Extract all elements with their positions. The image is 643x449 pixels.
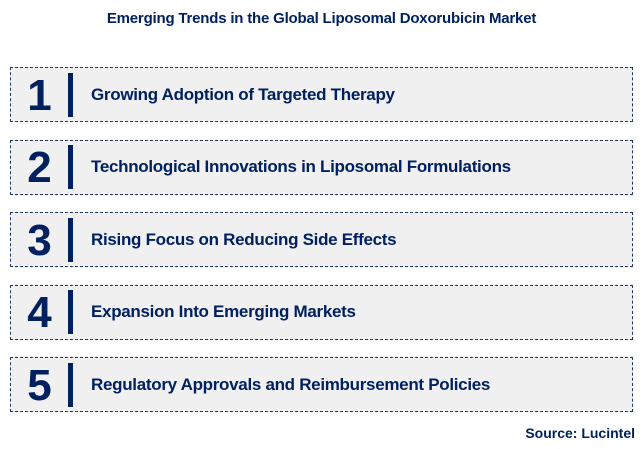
- trend-label: Growing Adoption of Targeted Therapy: [91, 84, 395, 104]
- divider-bar: [68, 72, 73, 117]
- trend-box-3: 3 Rising Focus on Reducing Side Effects: [10, 212, 633, 267]
- divider-bar: [68, 362, 73, 407]
- trend-box-1: 1 Growing Adoption of Targeted Therapy: [10, 67, 633, 122]
- divider-bar: [68, 290, 73, 334]
- trend-label: Technological Innovations in Liposomal F…: [91, 157, 511, 176]
- trend-list: 1 Growing Adoption of Targeted Therapy 2…: [10, 67, 633, 412]
- trend-number: 5: [27, 360, 52, 410]
- trend-label: Expansion Into Emerging Markets: [91, 302, 356, 321]
- trend-number: 2: [27, 143, 52, 192]
- trend-box-5: 5 Regulatory Approvals and Reimbursement…: [10, 357, 633, 412]
- trend-box-4: 4 Expansion Into Emerging Markets: [10, 284, 633, 340]
- source-credit: Source: Lucintel: [525, 425, 635, 441]
- trend-label: Regulatory Approvals and Reimbursement P…: [91, 374, 491, 394]
- trend-number: 1: [27, 70, 52, 120]
- divider-bar: [68, 145, 73, 189]
- trend-box-2: 2 Technological Innovations in Liposomal…: [10, 139, 633, 195]
- trend-number: 3: [27, 215, 52, 265]
- page-title: Emerging Trends in the Global Liposomal …: [106, 10, 537, 27]
- divider-bar: [68, 217, 73, 262]
- trend-number: 4: [27, 288, 52, 337]
- trend-label: Rising Focus on Reducing Side Effects: [91, 229, 397, 249]
